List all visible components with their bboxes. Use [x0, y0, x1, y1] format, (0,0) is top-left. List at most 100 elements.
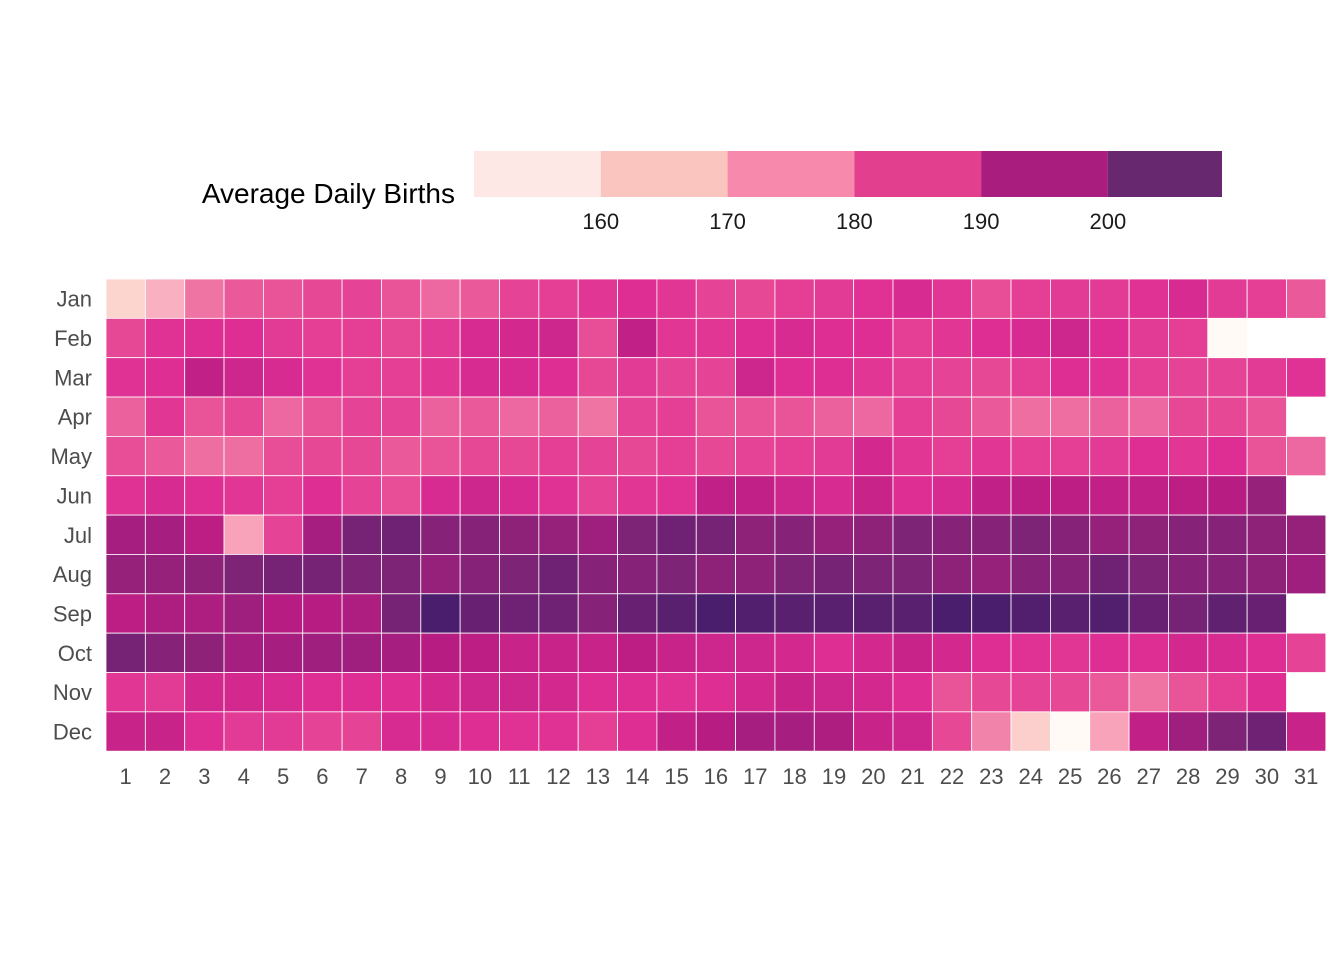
heatmap-cell — [617, 514, 658, 555]
y-tick-label: Mar — [54, 365, 92, 390]
heatmap-cell — [184, 554, 225, 595]
heatmap-cell — [1246, 278, 1287, 319]
heatmap-cell — [105, 593, 146, 634]
x-tick-label: 23 — [979, 764, 1003, 789]
heatmap-cell — [420, 396, 461, 437]
heatmap-cell — [223, 317, 264, 359]
x-tick-label: 21 — [900, 764, 924, 789]
x-tick-label: 1 — [120, 764, 132, 789]
heatmap-cell — [1050, 711, 1091, 752]
heatmap-cell — [617, 435, 658, 477]
heatmap-cell — [538, 317, 579, 359]
heatmap-cell — [1246, 475, 1287, 516]
heatmap-cell — [774, 514, 815, 555]
y-tick-label: Jul — [64, 523, 92, 548]
heatmap-cell — [459, 435, 500, 477]
heatmap-cell — [1168, 711, 1209, 752]
heatmap-cell — [381, 475, 422, 516]
heatmap-cell — [262, 396, 304, 437]
heatmap-cell — [302, 278, 343, 319]
heatmap-cell — [459, 711, 500, 752]
x-tick-label: 26 — [1097, 764, 1121, 789]
heatmap-cell — [1286, 357, 1327, 398]
heatmap-cell — [538, 711, 579, 752]
heatmap-cell — [892, 554, 933, 595]
heatmap-cell — [1050, 593, 1091, 634]
x-tick-label: 29 — [1215, 764, 1239, 789]
heatmap-cell — [1168, 396, 1209, 437]
y-tick-label: Apr — [58, 405, 92, 430]
heatmap-cell — [184, 632, 225, 673]
heatmap-cell — [459, 475, 500, 516]
x-tick-label: 30 — [1255, 764, 1279, 789]
heatmap-cell — [1089, 396, 1130, 437]
heatmap-cell — [341, 711, 382, 752]
heatmap-cell — [1286, 435, 1327, 477]
heatmap-cell — [735, 317, 776, 359]
heatmap-cell — [656, 396, 697, 437]
heatmap-cell — [420, 475, 461, 516]
heatmap-cell — [1286, 514, 1327, 555]
heatmap-cell — [1246, 435, 1287, 477]
heatmap-cell — [302, 396, 343, 437]
heatmap-cell — [420, 672, 461, 713]
heatmap-cell — [931, 593, 973, 634]
heatmap-cell — [538, 357, 579, 398]
heatmap-cell — [774, 593, 815, 634]
heatmap-cell — [1010, 554, 1051, 595]
heatmap-cell — [695, 278, 736, 319]
heatmap-cell — [499, 593, 540, 634]
heatmap-cell — [1246, 593, 1287, 634]
heatmap-cell — [1050, 357, 1091, 398]
heatmap-cell — [262, 278, 304, 319]
heatmap-cell — [971, 357, 1012, 398]
heatmap-cell — [892, 632, 933, 673]
heatmap-cell — [184, 278, 225, 319]
heatmap-cell — [695, 357, 736, 398]
heatmap-cell — [184, 357, 225, 398]
legend-title: Average Daily Births — [202, 178, 455, 209]
heatmap-cell — [1207, 632, 1248, 673]
heatmap-cell — [223, 514, 264, 555]
heatmap-cell — [971, 593, 1012, 634]
heatmap-cell — [577, 554, 618, 595]
heatmap-cell — [184, 711, 225, 752]
heatmap-cell — [262, 435, 304, 477]
heatmap-cell — [381, 711, 422, 752]
heatmap-cell — [341, 554, 382, 595]
heatmap-cell — [341, 317, 382, 359]
heatmap-cell — [1128, 317, 1169, 359]
heatmap-cell — [735, 632, 776, 673]
heatmap-cell — [1246, 554, 1287, 595]
heatmap-cell — [538, 278, 579, 319]
heatmap-cell — [892, 475, 933, 516]
heatmap-cell — [735, 672, 776, 713]
heatmap-cell — [1089, 435, 1130, 477]
heatmap-cell — [1050, 554, 1091, 595]
heatmap-cell — [774, 632, 815, 673]
legend-tick-labels: 160 170 180 190 200 — [582, 209, 1126, 234]
x-tick-label: 6 — [316, 764, 328, 789]
heatmap-cell — [1128, 357, 1169, 398]
heatmap-cell — [577, 593, 618, 634]
heatmap-cell — [1128, 475, 1169, 516]
heatmap-cell — [971, 396, 1012, 437]
x-tick-label: 5 — [277, 764, 289, 789]
heatmap-cell — [656, 514, 697, 555]
heatmap-cell — [184, 435, 225, 477]
y-tick-label: Dec — [53, 720, 92, 745]
heatmap-cell — [774, 475, 815, 516]
heatmap-cell — [695, 554, 736, 595]
heatmap-cell — [459, 357, 500, 398]
heatmap-cell — [853, 317, 894, 359]
y-tick-label: Nov — [53, 680, 92, 705]
heatmap-cell — [971, 672, 1012, 713]
heatmap-cell — [538, 632, 579, 673]
heatmap-cell — [656, 632, 697, 673]
heatmap-cell — [617, 711, 658, 752]
heatmap-cell — [381, 593, 422, 634]
heatmap-cell — [223, 554, 264, 595]
heatmap-cell — [617, 357, 658, 398]
heatmap-cell — [1286, 278, 1327, 319]
heatmap-cell — [1089, 357, 1130, 398]
